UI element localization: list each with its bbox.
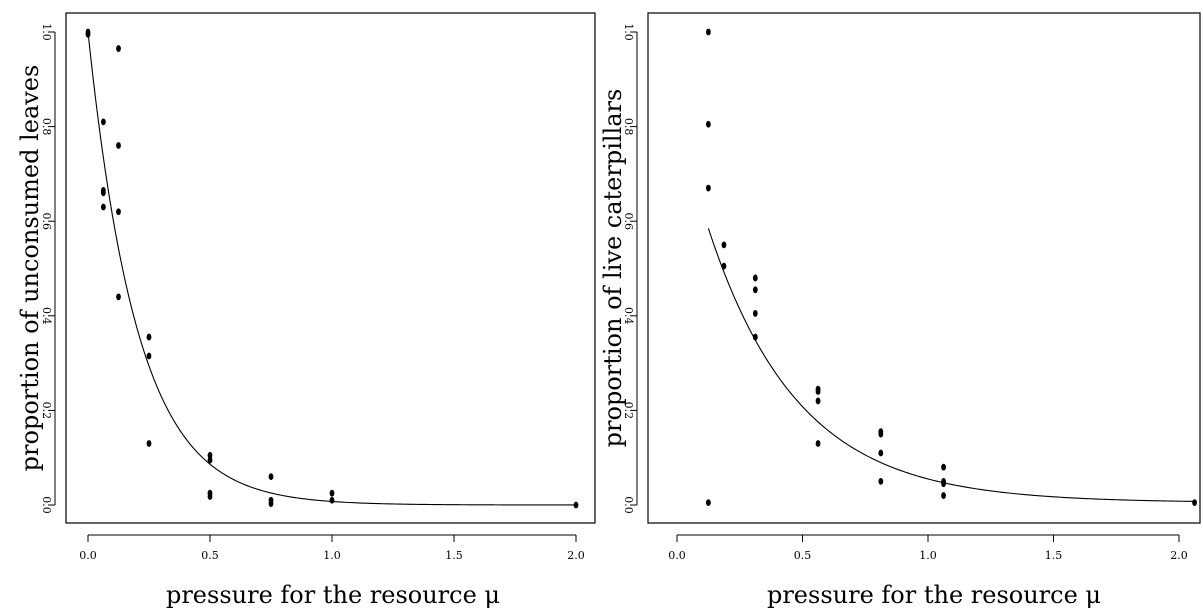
x-tick-label-left-4: 2.0 bbox=[567, 549, 585, 562]
plot-frame-right bbox=[647, 12, 1201, 524]
x-tick-label-left-2: 1.0 bbox=[323, 549, 341, 562]
data-point-left-5 bbox=[100, 203, 106, 211]
data-point-right-6 bbox=[752, 274, 758, 282]
ticks-left: 0.0 0.5 1.0 1.5 2.0 0.0 0.2 0.4 0.6 0.8 1.0 bbox=[40, 23, 585, 562]
data-point-left-6 bbox=[116, 45, 121, 52]
y-axis-label-right: proportion of live caterpillars bbox=[601, 89, 627, 448]
y-tick-label-left-1: 0.2 bbox=[40, 402, 53, 420]
data-point-left-21 bbox=[329, 496, 335, 504]
data-point-left-14 bbox=[207, 456, 213, 464]
data-point-left-12 bbox=[146, 440, 152, 447]
x-tick-label-left-3: 1.5 bbox=[445, 549, 463, 562]
y-tick-label-right-1: 0.2 bbox=[622, 402, 635, 420]
x-tick-label-right-0: 0.0 bbox=[668, 549, 686, 562]
data-point-right-22 bbox=[1192, 499, 1197, 507]
data-point-right-8 bbox=[752, 310, 758, 317]
x-tick-label-right-3: 1.5 bbox=[1045, 549, 1063, 562]
data-point-right-5 bbox=[721, 262, 727, 270]
y-axis-label-left: proportion of unconsumed leaves bbox=[16, 65, 44, 472]
data-point-left-13 bbox=[207, 451, 213, 459]
data-point-right-11 bbox=[815, 388, 821, 395]
x-tick-label-left-0: 0.0 bbox=[79, 549, 97, 562]
data-point-left-16 bbox=[207, 493, 213, 500]
data-point-left-20 bbox=[329, 489, 335, 497]
data-point-right-9 bbox=[752, 333, 758, 341]
data-point-left-2 bbox=[100, 118, 106, 126]
y-tick-label-left-5: 1.0 bbox=[40, 23, 53, 41]
chart-right-svg: 0.0 0.5 1.0 1.5 2.0 0.0 0.2 0.4 0.6 0.8 1.0 pressu… bbox=[601, 12, 1201, 609]
y-tick-label-left-0: 0.0 bbox=[40, 496, 53, 514]
chart-left-svg: 0.0 0.5 1.0 1.5 2.0 0.0 0.2 0.4 0.6 0.8 1.0 pressu… bbox=[16, 12, 596, 609]
data-point-right-1 bbox=[705, 120, 711, 128]
data-point-left-7 bbox=[116, 142, 121, 149]
x-axis-label-right: pressure for the resource μ bbox=[767, 581, 1101, 609]
chart-right: 0.0 0.5 1.0 1.5 2.0 0.0 0.2 0.4 0.6 0.8 1.0 pressu… bbox=[601, 0, 1203, 613]
data-point-right-3 bbox=[705, 499, 711, 507]
fit-curve-path-right bbox=[707, 228, 1195, 502]
data-point-right-15 bbox=[878, 430, 884, 438]
y-tick-label-right-5: 1.0 bbox=[622, 23, 635, 41]
y-tick-label-left-4: 0.8 bbox=[40, 118, 53, 136]
chart-left: 0.0 0.5 1.0 1.5 2.0 0.0 0.2 0.4 0.6 0.8 1.0 pressu… bbox=[0, 0, 601, 613]
x-tick-label-left-1: 0.5 bbox=[201, 549, 219, 562]
y-tick-label-right-2: 0.4 bbox=[622, 307, 635, 325]
x-tick-label-right-4: 2.0 bbox=[1170, 549, 1188, 562]
y-tick-label-left-2: 0.4 bbox=[40, 307, 53, 325]
data-point-left-22 bbox=[573, 501, 579, 509]
data-point-left-17 bbox=[268, 473, 274, 481]
data-point-right-2 bbox=[705, 184, 711, 192]
fit-curve-left bbox=[87, 31, 576, 506]
x-tick-label-right-1: 0.5 bbox=[794, 549, 812, 562]
fit-curve-path-left bbox=[87, 31, 576, 506]
y-tick-label-right-0: 0.0 bbox=[622, 496, 635, 514]
y-tick-label-right-3: 0.6 bbox=[622, 212, 635, 230]
x-tick-label-right-2: 1.0 bbox=[919, 549, 937, 562]
data-point-right-18 bbox=[941, 463, 946, 471]
data-point-left-10 bbox=[146, 333, 152, 341]
x-axis-label-left: pressure for the resource μ bbox=[166, 581, 500, 609]
data-point-right-16 bbox=[878, 449, 884, 457]
y-tick-label-left-3: 0.6 bbox=[40, 212, 53, 230]
y-tick-label-right-4: 0.8 bbox=[622, 118, 635, 136]
data-point-right-0 bbox=[705, 28, 711, 36]
data-point-left-1 bbox=[85, 30, 91, 38]
data-point-right-21 bbox=[941, 492, 946, 499]
plot-frame-left bbox=[65, 12, 596, 524]
data-point-right-7 bbox=[752, 286, 758, 294]
data-point-left-9 bbox=[116, 293, 121, 301]
data-point-right-13 bbox=[815, 440, 821, 447]
fit-curve-right bbox=[707, 228, 1195, 502]
data-point-left-4 bbox=[100, 189, 106, 197]
data-point-left-11 bbox=[146, 352, 152, 360]
data-point-left-8 bbox=[116, 208, 121, 216]
points-right bbox=[705, 28, 1197, 507]
data-point-right-4 bbox=[721, 241, 727, 249]
points-left bbox=[85, 28, 579, 509]
ticks-right: 0.0 0.5 1.0 1.5 2.0 0.0 0.2 0.4 0.6 0.8 1.0 bbox=[622, 23, 1188, 562]
data-point-right-17 bbox=[878, 477, 884, 485]
data-point-right-20 bbox=[941, 480, 946, 488]
data-point-left-19 bbox=[268, 500, 274, 507]
data-point-right-12 bbox=[815, 397, 821, 405]
